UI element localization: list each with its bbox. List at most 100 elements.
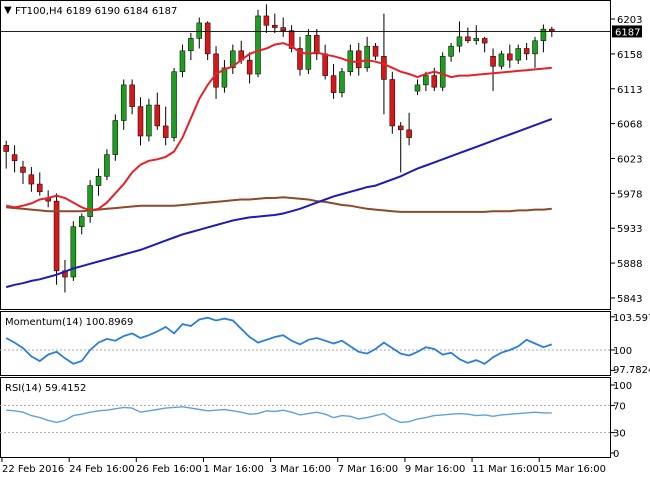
momentum-tick-label: 100 — [613, 346, 632, 357]
time-tick-label: 9 Mar 16:00 — [405, 464, 465, 475]
candle-body — [120, 84, 127, 121]
candle-body — [423, 75, 429, 86]
rsi-group: RSI(14) 59.4152 100 70 30 0 — [0, 381, 632, 460]
price-tick-label: 6113 — [617, 85, 642, 96]
time-tick-label: 7 Mar 16:00 — [338, 464, 398, 475]
candle-body — [339, 71, 345, 93]
time-tick-label: 1 Mar 16:00 — [203, 464, 263, 475]
candle-body — [431, 75, 438, 88]
candle-body — [364, 45, 370, 69]
candle-body — [439, 55, 446, 88]
main-panel-frame — [0, 0, 611, 310]
candle-body — [246, 59, 253, 75]
candle-body — [171, 71, 177, 138]
candle-body — [188, 38, 194, 52]
candle-body — [330, 75, 337, 93]
moving-averages-group — [0, 31, 611, 289]
momentum-tick-label: 97.7824 — [613, 365, 650, 376]
candle-body — [473, 38, 480, 41]
candle-body — [263, 15, 270, 26]
candle-body — [465, 36, 471, 41]
time-tick-label: 15 Mar 16:00 — [539, 464, 606, 475]
time-tick-label: 11 Mar 16:00 — [472, 464, 539, 475]
candle-body — [78, 216, 85, 227]
price-tick-label: 6068 — [617, 120, 642, 131]
momentum-line — [5, 316, 553, 365]
candle-body — [389, 79, 396, 127]
current-price-label: 6187 — [615, 27, 640, 38]
candle-body — [37, 183, 43, 193]
chart-title: FT100,H4 6189 6190 6184 6187 — [15, 6, 177, 17]
rsi-tick-label: 100 — [613, 381, 632, 392]
candle-body — [104, 154, 110, 177]
candle-body — [213, 53, 219, 88]
price-axis: 6203 6158 6113 6068 6023 5978 5933 5888 5843 6187 — [611, 15, 642, 305]
time-tick-label: 24 Feb 16:00 — [69, 464, 135, 475]
price-tick-label: 5888 — [617, 259, 642, 270]
candle-body — [280, 27, 286, 31]
rsi-line — [6, 406, 552, 424]
candle-body — [498, 53, 505, 67]
candle-body — [179, 50, 186, 72]
candle-body — [456, 36, 463, 47]
candle-body — [406, 129, 412, 138]
candle-body — [95, 176, 102, 186]
candle-body — [230, 50, 236, 69]
candle-body — [448, 45, 454, 57]
rsi-label: RSI(14) 59.4152 — [5, 383, 86, 394]
candle-body — [314, 35, 320, 55]
candle-body — [515, 48, 521, 61]
rsi-tick-label: 0 — [613, 449, 619, 460]
candle-body — [87, 185, 93, 217]
sma100-line — [5, 118, 553, 289]
candle-body — [507, 53, 513, 61]
candle-body — [414, 84, 421, 92]
candle-body — [20, 166, 26, 173]
candle-body — [255, 15, 261, 75]
momentum-tick-label: 103.5977 — [613, 313, 650, 324]
candle-body — [540, 28, 547, 41]
candle-body — [355, 50, 362, 69]
price-tick-label: 6023 — [617, 154, 642, 165]
candle-body — [297, 48, 303, 70]
candle-body — [112, 120, 119, 155]
candle-body — [288, 30, 295, 49]
price-tick-label: 6158 — [617, 50, 642, 61]
candle-body — [129, 84, 135, 107]
candle-body — [481, 38, 488, 44]
candle-body — [305, 35, 312, 70]
candle-body — [11, 154, 18, 162]
candle-body — [204, 22, 211, 55]
candle-body — [154, 104, 161, 127]
time-tick-label: 26 Feb 16:00 — [136, 464, 202, 475]
candle-body — [28, 174, 35, 185]
time-axis: 22 Feb 2016 24 Feb 16:00 26 Feb 16:00 1 Mar… — [1, 458, 606, 475]
candle-body — [490, 55, 496, 67]
rsi-tick-label: 30 — [613, 429, 626, 440]
rsi-tick-label: 70 — [613, 401, 626, 412]
candle-body — [322, 53, 328, 76]
current-price-badge — [612, 25, 642, 38]
candle-body — [397, 125, 404, 131]
price-tick-label: 5978 — [617, 189, 642, 200]
candle-body — [162, 125, 169, 138]
momentum-label: Momentum(14) 100.8969 — [5, 317, 133, 328]
time-tick-label: 22 Feb 2016 — [2, 464, 64, 475]
sma20-line — [6, 42, 552, 212]
candle-body — [372, 45, 379, 57]
candle-body — [272, 24, 278, 28]
price-tick-label: 5843 — [617, 294, 642, 305]
candle-body — [523, 48, 530, 55]
candle-body — [53, 200, 60, 272]
candle-body — [70, 226, 77, 278]
momentum-group: Momentum(14) 100.8969 103.5977 100 97.7824 — [0, 313, 650, 376]
candle-body — [137, 106, 144, 137]
candle-body — [221, 67, 228, 88]
candle-body — [146, 104, 152, 137]
price-tick-label: 6203 — [617, 15, 642, 26]
dropdown-arrow-icon[interactable]: ▼ — [4, 5, 12, 16]
candle-body — [3, 145, 9, 152]
candle-body — [196, 22, 203, 39]
